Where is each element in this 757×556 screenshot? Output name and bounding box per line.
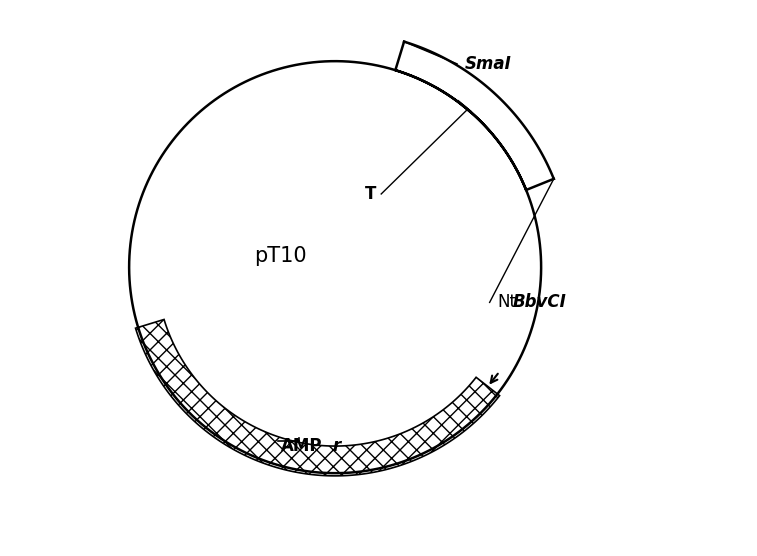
Text: AMP: AMP [281,437,322,455]
Text: r: r [332,437,341,455]
Text: pT10: pT10 [254,246,307,266]
Polygon shape [136,320,500,476]
Text: T: T [364,185,375,203]
Text: SmaI: SmaI [466,55,512,73]
Text: BbvCI: BbvCI [513,294,567,311]
Text: Nt.: Nt. [498,294,522,311]
